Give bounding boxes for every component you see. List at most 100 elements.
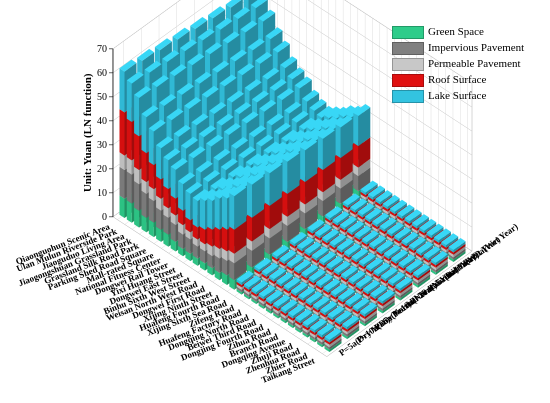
bar-top <box>240 20 258 33</box>
bar-segment <box>317 341 323 348</box>
bar-segment <box>380 193 393 205</box>
bar-segment <box>316 284 321 291</box>
bar-top <box>137 48 155 61</box>
bar-segment <box>291 257 304 269</box>
bar-segment <box>386 230 392 237</box>
legend-item-roof-surface: Roof Surface <box>392 72 548 88</box>
bar-segment <box>156 207 162 230</box>
bar-segment <box>272 253 277 260</box>
bar-segment <box>364 216 370 223</box>
bar-segment <box>376 253 382 259</box>
bar-segment <box>178 207 183 226</box>
bar-segment <box>358 167 371 192</box>
bar-segment <box>430 262 436 268</box>
bar-segment <box>214 195 220 230</box>
bar-top <box>151 75 169 88</box>
bar-segment <box>324 339 330 345</box>
bar-segment <box>317 334 323 340</box>
bar-segment <box>416 250 422 256</box>
bar-segment <box>269 229 282 255</box>
bar-segment <box>314 237 320 244</box>
bar-segment <box>325 215 331 221</box>
bar-top <box>282 149 300 162</box>
bar-segment <box>273 310 279 317</box>
bar-segment <box>353 164 359 177</box>
bar-segment <box>286 268 292 274</box>
bar-top <box>244 275 261 288</box>
bar-top <box>320 300 338 313</box>
bar-segment <box>397 213 403 219</box>
bar-top <box>262 67 280 80</box>
bar-segment <box>283 290 289 297</box>
bar-segment <box>368 194 373 200</box>
bar-segment <box>247 181 252 218</box>
bar-segment <box>308 277 314 284</box>
bar-segment <box>295 324 301 331</box>
bar-top <box>244 79 262 92</box>
bar-segment <box>287 315 293 321</box>
bar-top <box>212 60 230 73</box>
bar-segment <box>126 200 132 223</box>
bar-segment <box>358 261 364 267</box>
bar-segment <box>178 245 183 257</box>
bar-segment <box>354 236 360 243</box>
bar-top <box>358 252 376 265</box>
bar-segment <box>185 217 191 233</box>
bar-segment <box>369 246 375 252</box>
legend-swatch <box>392 25 424 39</box>
bar-segment <box>322 161 335 193</box>
bar-top <box>312 296 330 308</box>
bar-segment <box>322 192 335 217</box>
bar-segment <box>316 287 321 293</box>
bar-segment <box>377 307 383 314</box>
bar-segment <box>222 248 227 261</box>
bar-top <box>134 86 152 98</box>
bar-segment <box>252 209 264 242</box>
bar-segment <box>391 260 397 267</box>
bar-segment <box>119 152 125 170</box>
bar-segment <box>358 107 371 147</box>
bar-segment <box>366 233 379 245</box>
bar-top <box>313 118 331 131</box>
bar-segment <box>329 336 342 348</box>
bar-segment <box>305 300 311 306</box>
bar-segment <box>313 272 326 284</box>
bar-segment <box>207 265 213 276</box>
bar-segment <box>119 166 125 199</box>
bar-segment <box>339 313 352 325</box>
bar-segment <box>314 232 320 239</box>
bar-segment <box>333 269 339 276</box>
bar-segment <box>368 198 373 205</box>
bar-top <box>208 6 226 19</box>
bar-segment <box>178 181 183 211</box>
bar-segment <box>350 296 363 308</box>
bar-segment <box>207 197 213 230</box>
bar-segment <box>289 245 295 252</box>
bar-segment <box>448 253 454 260</box>
bar-segment <box>375 203 381 210</box>
bar-segment <box>280 310 286 317</box>
bar-top <box>342 315 360 328</box>
bar-segment <box>342 204 348 211</box>
bar-top <box>366 257 384 270</box>
bar-segment <box>342 326 348 332</box>
bar-top <box>289 232 307 244</box>
bar-segment <box>389 208 395 215</box>
bar-top <box>269 267 286 280</box>
bar-segment <box>435 261 448 273</box>
bar-segment <box>317 166 323 193</box>
bar-segment <box>200 197 205 230</box>
bar-top <box>345 292 363 305</box>
bar-segment <box>360 189 366 195</box>
bar-segment <box>402 207 415 219</box>
bar-segment <box>394 203 407 215</box>
bar-segment <box>326 264 332 271</box>
bar-top <box>383 244 401 257</box>
bar-segment <box>312 309 318 316</box>
bar-top <box>287 304 305 317</box>
bar-top <box>326 255 344 268</box>
bar-segment <box>178 221 183 235</box>
bar-segment <box>282 158 288 194</box>
bar-top <box>265 289 283 302</box>
bar-segment <box>309 244 322 256</box>
